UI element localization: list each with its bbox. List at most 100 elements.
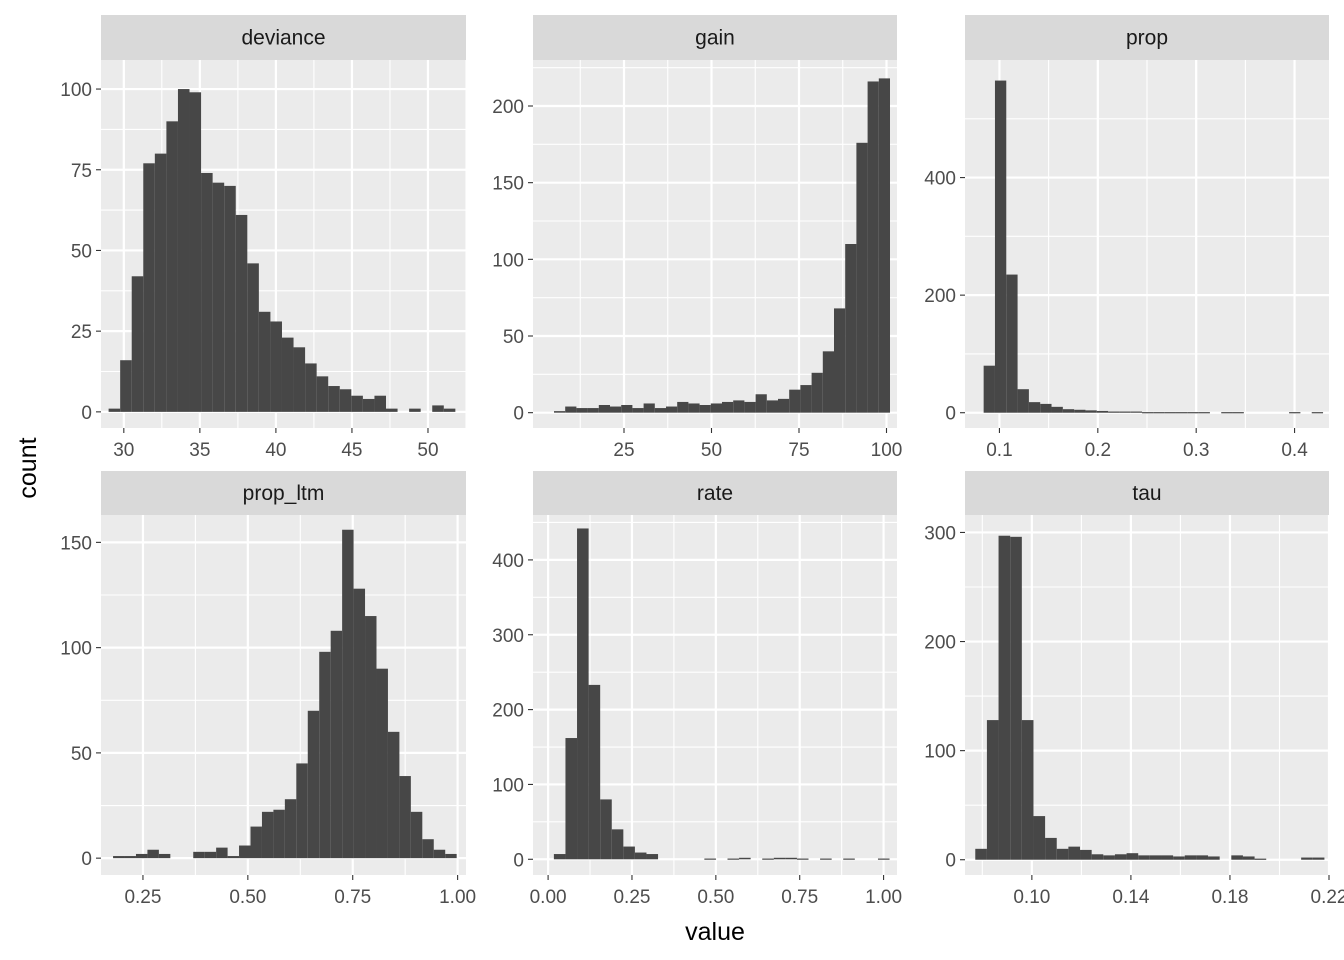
x-tick-label: 45 [341, 440, 362, 461]
x-tick-label: 25 [613, 440, 634, 461]
histogram-bar [147, 849, 159, 859]
x-tick-label: 35 [189, 440, 210, 461]
histogram-bar [811, 372, 823, 413]
panel-contents [965, 60, 1329, 428]
histogram-bar [422, 839, 434, 859]
y-tick-label: 100 [492, 775, 524, 796]
x-axis-title: value [685, 918, 745, 946]
histogram-bar [386, 408, 398, 412]
histogram-bar [654, 408, 666, 413]
histogram-bar [351, 395, 363, 412]
facet-deviance: deviance 0 25 50 75 100 30 35 40 45 50 [60, 15, 466, 461]
facet-tau: tau 0 100 200 300 0.10 0.14 0.18 0.22 [924, 471, 1344, 908]
y-tick-label: 300 [492, 626, 524, 647]
histogram-bar [342, 529, 354, 859]
histogram-bar [212, 182, 225, 412]
histogram-bar [376, 668, 388, 859]
histogram-bar [1312, 857, 1325, 860]
y-tick-label: 25 [71, 322, 92, 343]
histogram-bar [877, 858, 890, 860]
histogram-bar [1164, 412, 1176, 414]
x-tick-label: 0.10 [1013, 887, 1050, 908]
facet-panels: deviance 0 25 50 75 100 30 35 40 45 50 gain 0 50 100 15… [60, 15, 1344, 908]
histogram-bar [1208, 856, 1220, 860]
y-tick-label: 0 [945, 404, 956, 425]
histogram-bar [296, 763, 308, 859]
histogram-bar [1161, 855, 1174, 860]
histogram-bar [1254, 858, 1267, 860]
x-tick-label: 0.2 [1085, 440, 1111, 461]
histogram-bar [1074, 409, 1086, 413]
y-tick-label: 50 [71, 744, 92, 765]
histogram-bar [610, 406, 622, 413]
histogram-bar [239, 845, 251, 859]
y-tick-label: 50 [503, 327, 524, 348]
histogram-bar [1184, 855, 1197, 860]
histogram-bar [666, 406, 678, 413]
y-tick-label: 150 [60, 533, 92, 554]
histogram-bar [744, 401, 756, 413]
histogram-bar [554, 411, 566, 413]
y-tick-label: 0 [513, 850, 524, 871]
strip-label: tau [1132, 482, 1161, 505]
histogram-bar [113, 856, 125, 859]
histogram-bar [1196, 855, 1209, 860]
histogram-bar [598, 405, 610, 413]
x-tick-label: 0.75 [334, 887, 371, 908]
strip-background [101, 471, 466, 515]
histogram-bar [204, 851, 217, 859]
y-tick-label: 0 [81, 403, 92, 424]
x-tick-label: 0.50 [229, 887, 266, 908]
histogram-bar [1085, 410, 1097, 413]
histogram-bar [365, 616, 377, 859]
histogram-bar [621, 405, 633, 413]
histogram-bar [727, 858, 740, 860]
y-tick-label: 300 [924, 523, 956, 544]
histogram-bar [432, 405, 444, 412]
histogram-bar [796, 858, 809, 860]
histogram-bar [1138, 855, 1150, 860]
histogram-bar [600, 799, 612, 860]
facet-rate: rate 0 100 200 300 400 0.00 0.25 0.50 0.75 1.00 [492, 471, 902, 908]
histogram-bar [1045, 837, 1057, 860]
panel-contents [533, 60, 897, 428]
strip-background [533, 15, 897, 60]
histogram-bar [273, 809, 285, 859]
histogram-bar [986, 720, 999, 860]
histogram-bar [611, 829, 624, 860]
x-tick-label: 0.1 [986, 440, 1012, 461]
histogram-bar [1021, 720, 1034, 860]
histogram-bar [778, 398, 790, 413]
x-tick-label: 1.00 [865, 887, 902, 908]
histogram-bar [328, 386, 340, 412]
strip-background [101, 15, 466, 60]
facet-gain: gain 0 50 100 150 200 25 50 75 100 [492, 15, 902, 461]
histogram-bar [785, 857, 797, 860]
histogram-bar [108, 408, 121, 412]
histogram-bar [166, 121, 178, 412]
histogram-bar [433, 849, 446, 859]
histogram-bar [1301, 857, 1313, 860]
histogram-bar [1062, 409, 1075, 413]
histogram-bar [733, 400, 745, 413]
strip-label: gain [695, 27, 735, 50]
strip-background [965, 471, 1329, 515]
x-tick-label: 0.75 [781, 887, 818, 908]
strip-label: deviance [241, 27, 325, 50]
histogram-bar [553, 854, 566, 860]
histogram-bar [1108, 411, 1120, 413]
x-tick-label: 0.22 [1311, 887, 1344, 908]
panel-contents [101, 515, 466, 875]
histogram-bar [1173, 856, 1185, 860]
histogram-bar [1091, 854, 1104, 860]
y-tick-label: 200 [924, 633, 956, 654]
strip-label: prop_ltm [243, 482, 325, 505]
histogram-bar [1187, 412, 1199, 414]
histogram-bar [1311, 412, 1324, 414]
histogram-bar [353, 588, 366, 859]
histogram-bar [1096, 410, 1109, 413]
histogram-bar [994, 80, 1007, 413]
panel-contents [965, 515, 1329, 875]
histogram-bar [131, 276, 144, 412]
x-tick-label: 50 [701, 440, 722, 461]
